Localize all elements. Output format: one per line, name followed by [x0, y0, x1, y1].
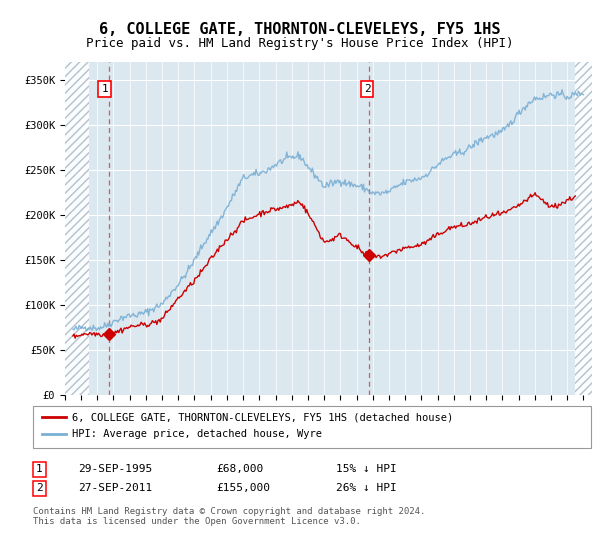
Text: Price paid vs. HM Land Registry's House Price Index (HPI): Price paid vs. HM Land Registry's House … [86, 37, 514, 50]
Text: 6, COLLEGE GATE, THORNTON-CLEVELEYS, FY5 1HS (detached house): 6, COLLEGE GATE, THORNTON-CLEVELEYS, FY5… [72, 412, 453, 422]
Text: 26% ↓ HPI: 26% ↓ HPI [336, 483, 397, 493]
Text: 29-SEP-1995: 29-SEP-1995 [78, 464, 152, 474]
Text: 1: 1 [101, 84, 108, 94]
Text: 2: 2 [364, 84, 371, 94]
Text: HPI: Average price, detached house, Wyre: HPI: Average price, detached house, Wyre [72, 429, 322, 439]
Text: 6, COLLEGE GATE, THORNTON-CLEVELEYS, FY5 1HS: 6, COLLEGE GATE, THORNTON-CLEVELEYS, FY5… [99, 22, 501, 38]
Text: 2: 2 [36, 483, 43, 493]
Bar [575, 62, 592, 395]
Text: 1: 1 [36, 464, 43, 474]
Text: 27-SEP-2011: 27-SEP-2011 [78, 483, 152, 493]
Text: 15% ↓ HPI: 15% ↓ HPI [336, 464, 397, 474]
Bar [65, 62, 89, 395]
Text: £68,000: £68,000 [216, 464, 263, 474]
Text: £155,000: £155,000 [216, 483, 270, 493]
Text: Contains HM Land Registry data © Crown copyright and database right 2024.
This d: Contains HM Land Registry data © Crown c… [33, 507, 425, 526]
